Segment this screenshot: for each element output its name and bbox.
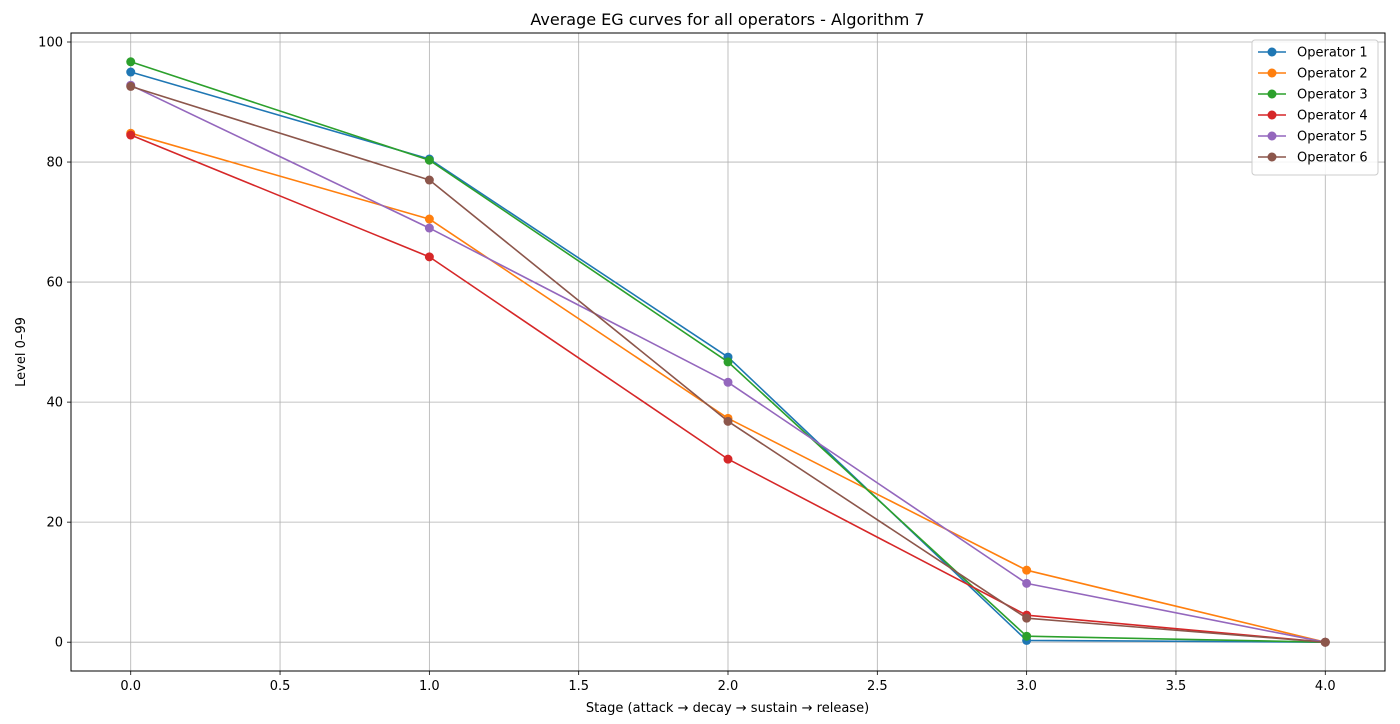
legend-marker — [1267, 68, 1277, 78]
data-point — [1022, 578, 1032, 588]
legend-item: Operator 1 — [1258, 46, 1368, 61]
data-point — [1022, 631, 1032, 641]
data-point — [126, 130, 136, 140]
y-tick-label: 60 — [46, 276, 63, 291]
data-point — [723, 377, 733, 387]
legend-item: Operator 6 — [1258, 151, 1368, 166]
data-point — [424, 214, 434, 224]
data-point — [1022, 565, 1032, 575]
data-point — [723, 416, 733, 426]
legend-marker — [1267, 131, 1277, 141]
y-tick-label: 80 — [46, 156, 63, 171]
x-tick-label: 3.5 — [1166, 679, 1187, 694]
x-tick-label: 2.0 — [718, 679, 739, 694]
grid — [71, 33, 1385, 671]
data-point — [424, 155, 434, 165]
legend-marker — [1267, 47, 1277, 57]
y-axis: 0 20 40 60 80 100 — [38, 36, 71, 651]
legend-item: Operator 2 — [1258, 67, 1368, 82]
x-tick-label: 4.0 — [1315, 679, 1336, 694]
x-axis-title: Stage (attack → decay → sustain → releas… — [586, 701, 869, 716]
legend-label: Operator 1 — [1297, 46, 1368, 61]
x-tick-label: 0.5 — [270, 679, 291, 694]
data-point — [723, 454, 733, 464]
legend-item: Operator 3 — [1258, 88, 1368, 103]
data-point — [424, 223, 434, 233]
legend: Operator 1 Operator 2 Operator 3 Operator 4… — [1251, 39, 1379, 176]
series-operator-6 — [126, 81, 1330, 647]
legend-marker — [1267, 110, 1277, 120]
legend-marker — [1267, 89, 1277, 99]
legend-label: Operator 4 — [1297, 109, 1368, 124]
x-axis: 0.0 0.5 1.0 1.5 2.0 2.5 3.0 3.5 4.0 — [120, 671, 1336, 694]
legend-label: Operator 3 — [1297, 88, 1368, 103]
series-layer — [126, 57, 1330, 647]
legend-item: Operator 5 — [1258, 130, 1368, 145]
data-point — [424, 175, 434, 185]
data-point — [424, 252, 434, 262]
data-point — [126, 57, 136, 67]
y-tick-label: 0 — [55, 636, 63, 651]
x-tick-label: 1.5 — [568, 679, 589, 694]
y-axis-title: Level 0–99 — [14, 317, 29, 387]
y-tick-label: 20 — [46, 516, 63, 531]
data-point — [723, 357, 733, 367]
data-point — [1320, 637, 1330, 647]
x-tick-label: 1.0 — [419, 679, 440, 694]
x-tick-label: 2.5 — [867, 679, 888, 694]
chart-title: Average EG curves for all operators - Al… — [530, 10, 924, 29]
legend-marker — [1267, 152, 1277, 162]
legend-label: Operator 2 — [1297, 67, 1368, 82]
data-point — [126, 67, 136, 77]
legend-label: Operator 5 — [1297, 130, 1368, 145]
y-tick-label: 40 — [46, 396, 63, 411]
legend-label: Operator 6 — [1297, 151, 1368, 166]
x-tick-label: 3.0 — [1016, 679, 1037, 694]
x-tick-label: 0.0 — [120, 679, 141, 694]
y-tick-label: 100 — [38, 36, 63, 51]
data-point — [1022, 613, 1032, 623]
data-point — [126, 81, 136, 91]
legend-item: Operator 4 — [1258, 109, 1368, 124]
